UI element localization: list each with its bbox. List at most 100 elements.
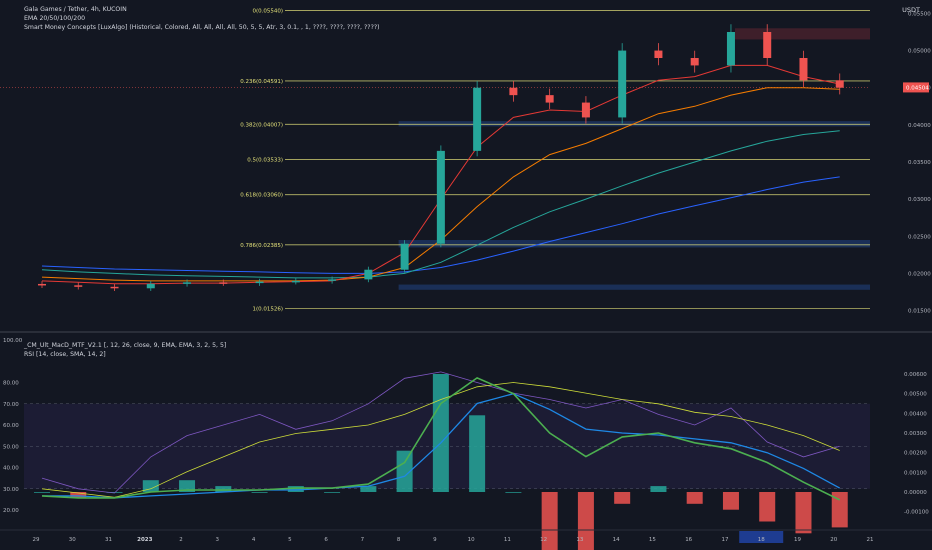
fib-label: 0.5(0.03533) bbox=[247, 158, 283, 164]
candle-body bbox=[400, 243, 409, 270]
macd-histogram-bar bbox=[505, 492, 522, 493]
time-tick: 18 bbox=[758, 537, 765, 543]
macd-tick: 0.00600 bbox=[904, 372, 927, 378]
macd-histogram-bar bbox=[70, 492, 87, 498]
fibonacci-levels: 0(0.05540) 0.236(0.04591) 0.382(0.04007) 0.… bbox=[0, 8, 870, 313]
time-tick: 21 bbox=[867, 537, 874, 543]
order-block-zone bbox=[398, 240, 870, 248]
time-tick: 30 bbox=[69, 537, 76, 543]
macd-histogram-bar bbox=[142, 480, 159, 492]
candle-body bbox=[473, 87, 482, 151]
ema100-line bbox=[41, 130, 840, 279]
candle-body bbox=[618, 50, 627, 118]
candle-body bbox=[581, 102, 590, 118]
candle-body bbox=[74, 285, 83, 287]
candle-body bbox=[328, 279, 337, 281]
candle-body bbox=[436, 150, 445, 244]
macd-tick: 0.00000 bbox=[904, 490, 927, 496]
supply-zone bbox=[734, 28, 870, 40]
candle-body bbox=[146, 283, 155, 289]
candle-body bbox=[219, 282, 228, 284]
macd-line bbox=[41, 376, 841, 501]
candle-body bbox=[763, 32, 772, 58]
symbol-title[interactable]: Gala Games / Tether, 4h, KUCOIN bbox=[24, 6, 127, 13]
candle-body bbox=[835, 80, 844, 88]
macd-histogram-bar bbox=[469, 415, 486, 492]
macd-histogram-bar bbox=[650, 486, 667, 492]
time-tick: 11 bbox=[504, 537, 511, 543]
price-tick: 0.03000 bbox=[908, 197, 931, 203]
candle-body bbox=[110, 286, 119, 289]
macd-histogram-bar bbox=[759, 492, 776, 522]
ema-indicator-label[interactable]: EMA 20/50/100/200 bbox=[24, 15, 86, 22]
time-tick: 5 bbox=[288, 537, 292, 543]
macd-histogram-bar bbox=[179, 480, 196, 492]
macd-signal-line bbox=[42, 393, 841, 499]
time-tick: 13 bbox=[576, 537, 583, 543]
macd-histogram-bar bbox=[251, 492, 268, 493]
price-tick: 0.05000 bbox=[908, 49, 931, 55]
macd-tick: 0.00100 bbox=[904, 470, 927, 476]
price-tick: 0.02000 bbox=[908, 271, 931, 277]
rsi-tick: 50.00 bbox=[3, 444, 19, 450]
time-tick: 19 bbox=[794, 537, 801, 543]
time-tick: 12 bbox=[540, 537, 547, 543]
time-tick: 2023 bbox=[137, 537, 152, 543]
macd-histogram-bar bbox=[324, 492, 341, 493]
macd-tick: -0.00100 bbox=[904, 510, 929, 516]
time-tick: 31 bbox=[105, 537, 112, 543]
time-tick: 4 bbox=[252, 537, 256, 543]
fib-label: 0.786(0.02385) bbox=[240, 243, 283, 249]
macd-histogram-bar bbox=[722, 492, 739, 510]
rsi-tick: 30.00 bbox=[3, 487, 19, 493]
time-tick: 16 bbox=[685, 537, 692, 543]
rsi-line bbox=[41, 371, 840, 494]
macd-histogram-bar bbox=[795, 492, 812, 534]
currency-label: USDT bbox=[902, 6, 920, 14]
price-axis: 0.055000.050000.045000.040000.035000.030… bbox=[903, 11, 931, 315]
candle-body bbox=[509, 87, 518, 96]
rsi-tick: 60.00 bbox=[3, 423, 19, 429]
rsi-tick: 40.00 bbox=[3, 466, 19, 472]
macd-histogram-bar bbox=[34, 492, 50, 493]
fib-label: 0.382(0.04007) bbox=[240, 122, 283, 128]
candle-body bbox=[690, 58, 699, 66]
candle-body bbox=[255, 281, 264, 284]
time-tick: 7 bbox=[361, 537, 365, 543]
time-tick: 20 bbox=[830, 537, 837, 543]
current-price-value: 0.04504 bbox=[906, 85, 929, 91]
time-tick: 15 bbox=[649, 537, 656, 543]
macd-histogram-bar bbox=[541, 492, 558, 550]
candle-body bbox=[799, 58, 808, 81]
rsi-tick: 100.00 bbox=[3, 338, 23, 344]
macd-histogram-bar bbox=[432, 374, 449, 492]
time-tick: 17 bbox=[721, 537, 728, 543]
candle-body bbox=[38, 283, 46, 286]
time-tick: 2 bbox=[179, 537, 183, 543]
price-tick: 0.02500 bbox=[908, 234, 931, 240]
time-tick: 29 bbox=[33, 537, 40, 543]
macd-tick: 0.00200 bbox=[904, 451, 927, 457]
candle-body bbox=[183, 282, 192, 284]
fib-label: 0.618(0.03060) bbox=[240, 193, 283, 199]
time-tick: 8 bbox=[397, 537, 401, 543]
rsi-tick: 70.00 bbox=[3, 402, 19, 408]
macd-histogram-bar bbox=[215, 486, 232, 492]
rsi-indicator-label[interactable]: RSI [14, close, SMA, 14, 2] bbox=[24, 351, 106, 358]
price-tick: 0.05500 bbox=[908, 11, 931, 17]
macd-histogram-bar bbox=[831, 492, 848, 528]
candle-body bbox=[364, 269, 373, 280]
macd-histogram-bar bbox=[577, 492, 594, 550]
smc-indicator-label[interactable]: Smart Money Concepts [LuxAlgo] (Historic… bbox=[24, 24, 380, 31]
oscillator-pane: 100.0080.0070.0060.0050.0040.0030.0020.0… bbox=[3, 338, 929, 550]
macd-indicator-label[interactable]: _CM_Ult_MacD_MTF_V2.1 [, 12, 26, close, … bbox=[24, 342, 227, 349]
macd-histogram-bar bbox=[106, 492, 123, 493]
macd-tick: 0.00500 bbox=[904, 392, 927, 398]
ema200-line bbox=[41, 176, 840, 274]
price-tick: 0.01500 bbox=[908, 309, 931, 315]
time-axis: 29 30 31 2023 2 3 4 5 6 7 8 9 10 11 12 13 14 15 16 17 18 19 20… bbox=[0, 529, 932, 543]
fib-label: 0.236(0.04591) bbox=[240, 79, 283, 85]
macd-tick: 0.00300 bbox=[904, 431, 927, 437]
time-tick: 3 bbox=[216, 537, 220, 543]
